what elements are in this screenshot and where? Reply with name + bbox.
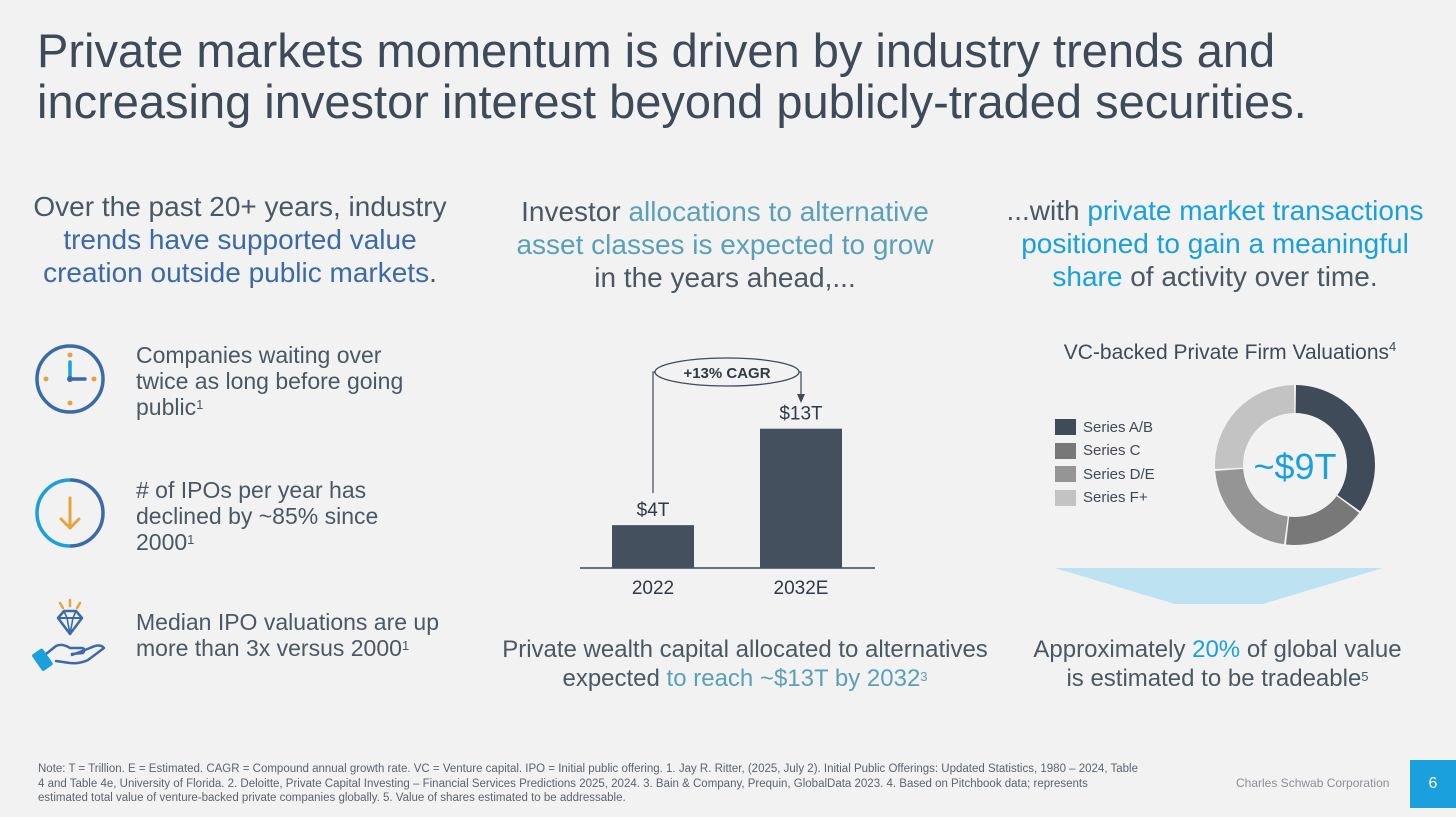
right-caption: Approximately 20% of global value is est… xyxy=(1033,636,1402,692)
legend-label: Series F+ xyxy=(1083,489,1148,506)
page-title: Private markets momentum is driven by in… xyxy=(37,25,1427,127)
cagr-oval xyxy=(654,357,800,387)
right-heading: ...with private market transactions posi… xyxy=(1006,195,1424,292)
bar-2032E xyxy=(760,428,842,568)
bar-value-label: $13T xyxy=(779,404,823,425)
legend-item: Series C xyxy=(1055,442,1141,460)
middle-caption: Private wealth capital allocated to alte… xyxy=(502,636,988,692)
arrow-band xyxy=(1055,568,1383,604)
title-line-2: increasing investor interest beyond publ… xyxy=(37,75,1307,128)
donut-chart-title: VC-backed Private Firm Valuations4 xyxy=(1063,339,1397,364)
feature-text-wait-time: Companies waiting over twice as long bef… xyxy=(136,342,404,420)
legend-item: Series F+ xyxy=(1055,489,1148,507)
x-tick-label: 2032E xyxy=(774,578,829,599)
bar-chart: $4T 2022 $13T 2032E +13% CAGR xyxy=(580,357,875,599)
bar-2022 xyxy=(612,525,694,568)
donut-slice-series-a-b xyxy=(1295,385,1375,512)
legend-item: Series D/E xyxy=(1055,465,1155,483)
legend-label: Series A/B xyxy=(1083,418,1154,436)
cagr-arrowhead xyxy=(797,394,805,403)
bar-value-label: $4T xyxy=(637,500,670,521)
donut-slice-series-d-e xyxy=(1215,468,1288,545)
donut-slice-series-c xyxy=(1285,496,1360,545)
brand-name: Charles Schwab Corporation xyxy=(1236,776,1390,790)
feature-text-ipo-decline: # of IPOs per year has declined by ~85% … xyxy=(136,477,379,555)
page-number: 6 xyxy=(1410,760,1456,808)
legend-swatch xyxy=(1055,442,1076,459)
legend-swatch xyxy=(1055,419,1076,435)
x-tick-label: 2022 xyxy=(632,578,674,599)
legend-swatch xyxy=(1055,466,1076,482)
donut-center-label: ~$9T xyxy=(1253,446,1336,487)
cagr-annotation: +13% CAGR xyxy=(683,365,770,382)
donut-slice-series-f- xyxy=(1215,385,1295,470)
feature-text-ipo-valuations: Median IPO valuations are up more than 3… xyxy=(136,609,440,661)
title-line-1: Private markets momentum is driven by in… xyxy=(37,24,1276,77)
footnote: Note: T = Trillion. E = Estimated. CAGR … xyxy=(38,763,1139,804)
left-heading: Over the past 20+ years, industry trends… xyxy=(33,191,447,288)
clock-icon xyxy=(33,342,107,416)
diamond-hand-icon xyxy=(32,598,108,674)
legend-label: Series D/E xyxy=(1083,465,1155,483)
legend-item: Series A/B xyxy=(1055,418,1153,436)
legend-label: Series C xyxy=(1083,442,1141,459)
donut-chart: ~$9T xyxy=(1215,385,1375,545)
middle-heading: Investor allocations to alternative asse… xyxy=(516,196,934,293)
legend-swatch xyxy=(1055,489,1076,506)
down-arrow-icon xyxy=(33,476,107,550)
